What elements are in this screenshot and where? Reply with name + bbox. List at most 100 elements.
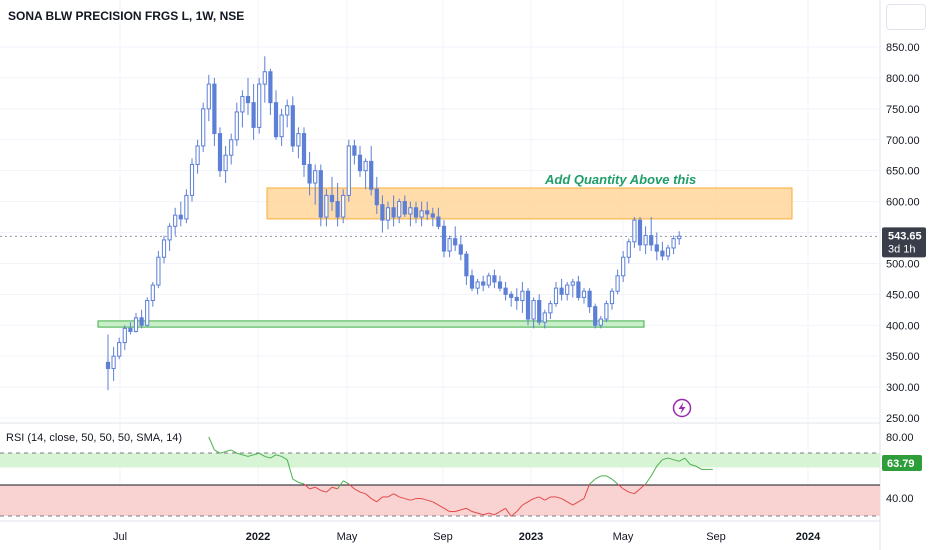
rsi-line-segment	[639, 483, 646, 490]
rsi-line-segment	[617, 483, 624, 490]
rsi-line-segment	[673, 459, 680, 462]
candle-body	[492, 275, 497, 283]
rsi-line-segment	[566, 501, 574, 506]
rsi-line-segment	[606, 475, 613, 480]
rsi-line-segment	[611, 478, 618, 485]
rsi-line-segment	[370, 498, 378, 503]
candle-body	[665, 247, 671, 257]
candle-body	[621, 256, 626, 277]
rsi-line-segment	[236, 452, 243, 456]
rsi-line-segment	[404, 498, 411, 501]
candle-body	[301, 133, 307, 165]
candle-body	[391, 207, 396, 218]
candle-body	[374, 188, 379, 206]
rsi-line-segment	[421, 498, 428, 501]
candle-body	[324, 194, 329, 218]
time-tick-label: 2024	[796, 531, 821, 543]
candle-body	[419, 210, 424, 218]
candle-body	[548, 303, 553, 314]
rsi-line-segment	[270, 454, 277, 459]
candle-body	[167, 225, 172, 241]
rsi-line-segment	[634, 488, 641, 495]
candle-body	[514, 296, 519, 302]
rsi-line-segment	[309, 486, 316, 490]
candle-body	[559, 287, 564, 295]
rsi-line-segment	[354, 488, 361, 493]
candle-body	[598, 318, 603, 326]
candle-body	[268, 71, 273, 104]
candle-body	[229, 139, 234, 156]
candle-body	[408, 207, 413, 215]
price-tick-label: 350.00	[886, 351, 920, 363]
rsi-pane[interactable]: 80.00 40.00	[0, 432, 914, 517]
rsi-line-segment	[275, 454, 282, 457]
rsi-line-segment	[678, 457, 686, 462]
rsi-tick-label: 80.00	[886, 432, 914, 444]
candle-body	[531, 300, 536, 320]
lightning-icon[interactable]	[672, 398, 692, 418]
rsi-line-segment	[527, 498, 534, 503]
candle-body	[565, 284, 570, 295]
candle-body	[475, 281, 480, 289]
candle-body	[318, 170, 323, 218]
candle-body	[122, 327, 127, 344]
rsi-line-segment	[533, 496, 540, 500]
rsi-line-segment	[219, 451, 226, 454]
chart-title: SONA BLW PRECISION FRGS L, 1W, NSE	[8, 9, 245, 23]
candle-body	[195, 145, 200, 165]
candle-body	[245, 95, 251, 104]
rsi-line-segment	[650, 465, 658, 477]
rsi-line-segment	[684, 457, 691, 465]
rsi-line-segment	[572, 501, 579, 506]
rsi-line-segment	[326, 486, 333, 493]
candle-body	[671, 238, 676, 249]
candle-body	[380, 204, 385, 221]
candle-body	[156, 256, 161, 286]
rsi-line-segment	[242, 454, 249, 457]
rsi-line-segment	[286, 459, 294, 480]
price-tick-label: 400.00	[886, 320, 920, 332]
support-zone	[97, 320, 645, 328]
rsi-line-segment	[399, 496, 405, 500]
rsi-line-segment	[314, 486, 322, 491]
rsi-line-segment	[488, 512, 495, 516]
price-tick-label: 300.00	[886, 382, 920, 394]
rsi-line-segment	[320, 489, 327, 493]
rsi-value: 63.79	[887, 458, 915, 470]
candle-body	[464, 253, 469, 277]
price-tick-label: 500.00	[886, 258, 920, 270]
rsi-line-segment	[544, 496, 551, 501]
rsi-line-segment	[656, 459, 663, 467]
rsi-line-segment	[348, 483, 355, 490]
rsi-line-segment	[427, 499, 433, 503]
candle-body	[654, 244, 659, 252]
candle-body	[553, 287, 559, 305]
time-axis[interactable]: Jul 2022 May Sep 2023 May Sep 2024	[113, 531, 821, 543]
candle-body	[609, 290, 615, 305]
candle-body	[329, 194, 335, 203]
chart-settings-button[interactable]	[886, 4, 926, 30]
candle-body	[313, 170, 318, 184]
price-axis[interactable]: 850.00800.00750.00700.00650.00600.00550.…	[886, 42, 920, 425]
candle-body	[223, 154, 228, 172]
candle-body	[587, 290, 592, 308]
candle-body	[576, 281, 581, 298]
candle-body	[425, 210, 430, 215]
candle-body	[346, 145, 351, 196]
rsi-line-segment	[337, 480, 344, 490]
rsi-line-segment	[494, 511, 501, 516]
candle-body	[481, 281, 486, 286]
rsi-line-segment	[225, 449, 232, 453]
rsi-line-segment	[477, 512, 484, 516]
candle-body	[458, 244, 463, 255]
candle-body	[178, 214, 183, 220]
candle-body	[262, 71, 267, 85]
rsi-line-segment	[583, 483, 591, 499]
rsi-line-segment	[247, 454, 254, 457]
candle-body	[581, 290, 587, 298]
time-tick-label: May	[613, 531, 634, 543]
rsi-indicator-label[interactable]: RSI (14, close, 50, 50, 50, SMA, 14)	[6, 432, 182, 444]
rsi-line-segment	[410, 498, 417, 501]
price-tick-label: 800.00	[886, 73, 920, 85]
